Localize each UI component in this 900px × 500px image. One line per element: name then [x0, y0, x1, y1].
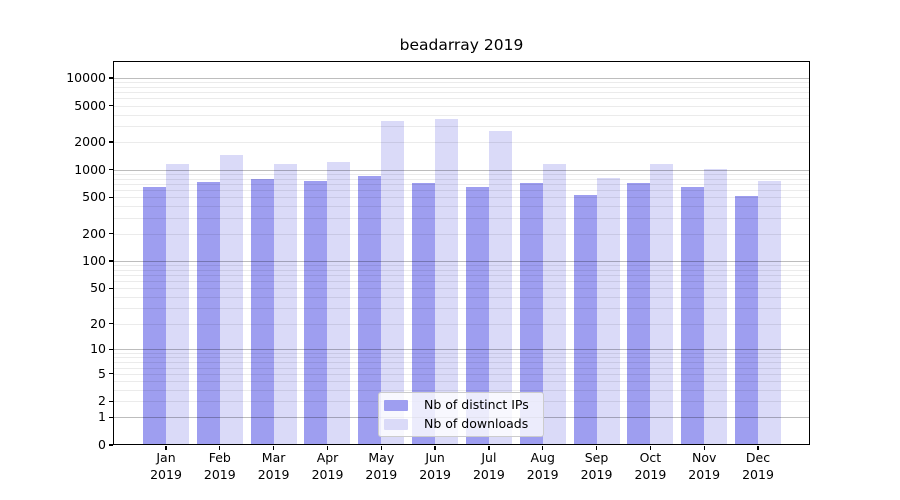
y-tick-mark [109, 348, 113, 351]
bar-downloads [650, 164, 674, 445]
bar-downloads [166, 164, 189, 445]
y-tick-mark [109, 196, 113, 198]
bars-layer [113, 61, 810, 445]
x-tick-mark [165, 446, 167, 450]
x-tick-mark [326, 446, 329, 450]
legend-item: Nb of distinct IPs [384, 397, 543, 413]
bar-distinct-ips [681, 186, 705, 445]
bar-downloads [219, 154, 243, 445]
y-tick-label: 10 [90, 341, 106, 357]
x-tick-label: Oct 2019 [634, 450, 667, 482]
bar-downloads [381, 120, 405, 445]
x-tick-mark [703, 446, 705, 450]
x-tick-label: Sep 2019 [580, 450, 613, 482]
bar-distinct-ips [519, 182, 543, 445]
y-tick-label: 100 [82, 253, 106, 269]
bar-downloads [435, 118, 459, 445]
bar-distinct-ips [627, 183, 651, 445]
y-tick-mark [109, 287, 113, 289]
x-tick-mark [219, 446, 221, 450]
bar-downloads [758, 181, 781, 445]
y-tick-label: 2000 [74, 134, 106, 150]
bar-distinct-ips [465, 186, 489, 445]
bar-distinct-ips [412, 182, 436, 445]
bar-distinct-ips [304, 181, 328, 445]
legend: Nb of distinct IPs Nb of downloads [378, 392, 544, 437]
legend-label: Nb of distinct IPs [424, 397, 529, 412]
legend-swatch-distinct-ips [384, 399, 408, 411]
x-tick-label: Jun 2019 [419, 450, 451, 482]
bar-downloads [327, 161, 351, 445]
y-tick-label: 5000 [74, 97, 106, 113]
x-tick-label: Jan 2019 [150, 450, 182, 482]
x-tick-mark [434, 446, 436, 450]
y-tick-mark [109, 169, 113, 171]
legend-swatch-downloads [384, 418, 408, 430]
chart-title: beadarray 2019 [399, 36, 524, 54]
y-tick-label: 1000 [74, 161, 106, 177]
y-tick-mark [109, 260, 113, 262]
x-tick-mark [272, 446, 275, 450]
legend-item: Nb of downloads [384, 416, 543, 432]
bar-distinct-ips [143, 187, 166, 445]
x-tick-mark [488, 446, 490, 450]
x-tick-label: Mar 2019 [257, 450, 290, 482]
x-tick-label: Apr 2019 [311, 450, 344, 482]
x-tick-mark [649, 446, 652, 450]
x-tick-label: Nov 2019 [688, 450, 721, 482]
y-tick-label: 20 [90, 315, 106, 331]
x-tick-mark [542, 446, 544, 450]
x-tick-mark [757, 446, 759, 450]
y-tick-label: 5 [98, 365, 106, 381]
bar-distinct-ips [196, 181, 220, 445]
legend-label: Nb of downloads [424, 416, 529, 431]
y-tick-label: 10000 [66, 69, 106, 85]
y-tick-mark [109, 372, 113, 375]
bar-downloads [596, 178, 620, 445]
x-tick-label: Dec 2019 [742, 450, 774, 482]
x-tick-mark [380, 446, 382, 450]
y-tick-label: 2 [98, 393, 106, 409]
bar-distinct-ips [250, 179, 274, 445]
x-tick-label: Aug 2019 [526, 450, 559, 482]
bar-downloads [542, 164, 566, 445]
y-tick-label: 1 [98, 409, 106, 425]
y-tick-mark [109, 77, 113, 79]
y-tick-label: 200 [82, 225, 106, 241]
bar-distinct-ips [573, 194, 597, 445]
y-tick-label: 500 [82, 189, 106, 205]
y-tick-mark [109, 233, 113, 235]
x-tick-label: May 2019 [365, 450, 398, 482]
bar-downloads [704, 168, 728, 445]
y-tick-mark [109, 104, 113, 107]
y-tick-mark [109, 400, 113, 402]
y-tick-mark [109, 416, 113, 419]
bar-distinct-ips [735, 195, 758, 445]
y-tick-label: 0 [98, 437, 106, 452]
y-tick-mark [109, 444, 113, 446]
x-tick-label: Feb 2019 [203, 450, 236, 482]
y-tick-label: 50 [90, 280, 106, 296]
bar-distinct-ips [358, 175, 382, 445]
x-tick-mark [595, 446, 598, 450]
bar-downloads [273, 164, 297, 445]
y-tick-mark [109, 141, 113, 143]
y-tick-mark [109, 323, 113, 325]
x-tick-label: Jul 2019 [472, 450, 505, 482]
bar-downloads [488, 131, 512, 445]
